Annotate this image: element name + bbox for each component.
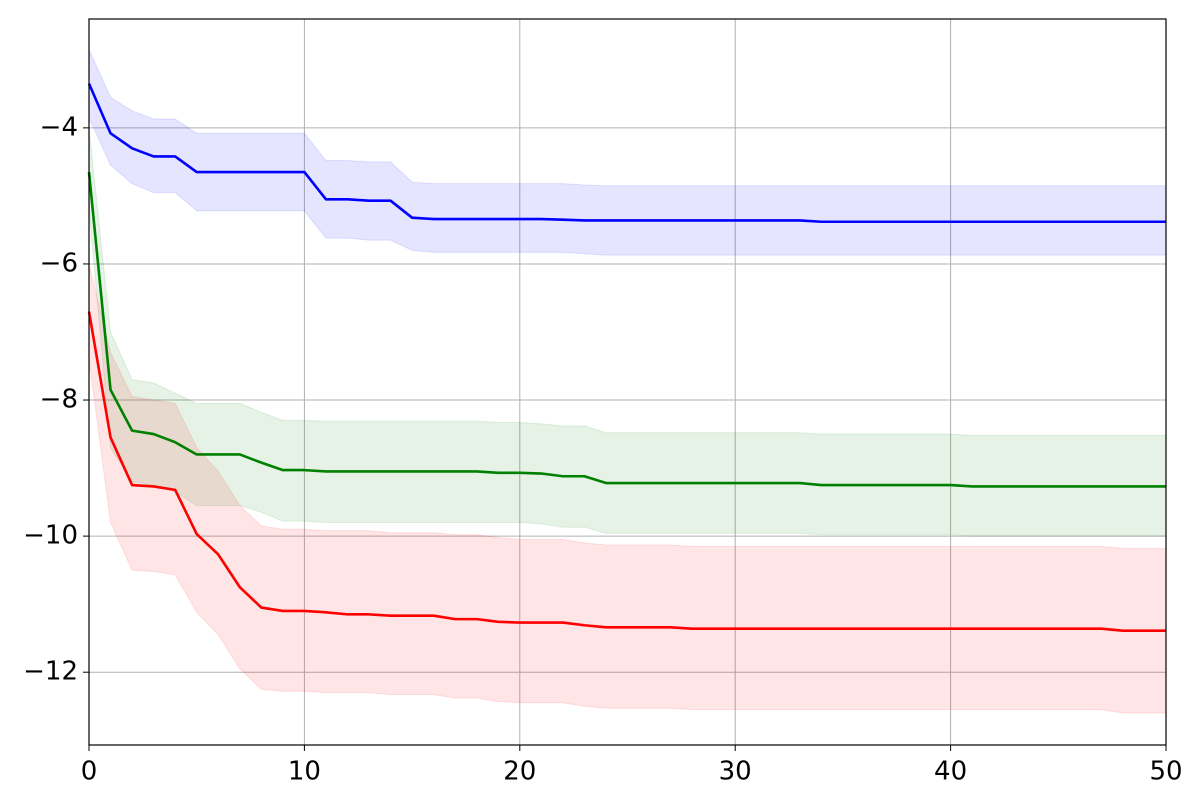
x-tick-label: 20 bbox=[503, 757, 536, 787]
bands bbox=[88, 49, 1167, 714]
y-tick-label: −8 bbox=[40, 385, 78, 415]
plot-frame bbox=[88, 18, 1167, 746]
x-tick-label: 40 bbox=[934, 757, 967, 787]
y-tick-label: −10 bbox=[23, 521, 78, 551]
series-line bbox=[87, 311, 1166, 632]
confidence-band bbox=[88, 49, 1167, 256]
x-tick-label: 50 bbox=[1149, 757, 1182, 787]
y-tick-label: −12 bbox=[23, 657, 78, 687]
lines bbox=[87, 83, 1166, 632]
series-line bbox=[87, 83, 1166, 224]
ticks: 0 10 20 30 40 50 −12 −10 −8 −6 −4 bbox=[23, 112, 1182, 786]
x-tick-label: 10 bbox=[288, 757, 321, 787]
series-line bbox=[87, 171, 1166, 488]
y-tick-label: −6 bbox=[40, 248, 78, 278]
y-tick-label: −4 bbox=[40, 112, 78, 142]
x-tick-label: 30 bbox=[719, 757, 752, 787]
x-tick-label: 0 bbox=[81, 757, 98, 787]
